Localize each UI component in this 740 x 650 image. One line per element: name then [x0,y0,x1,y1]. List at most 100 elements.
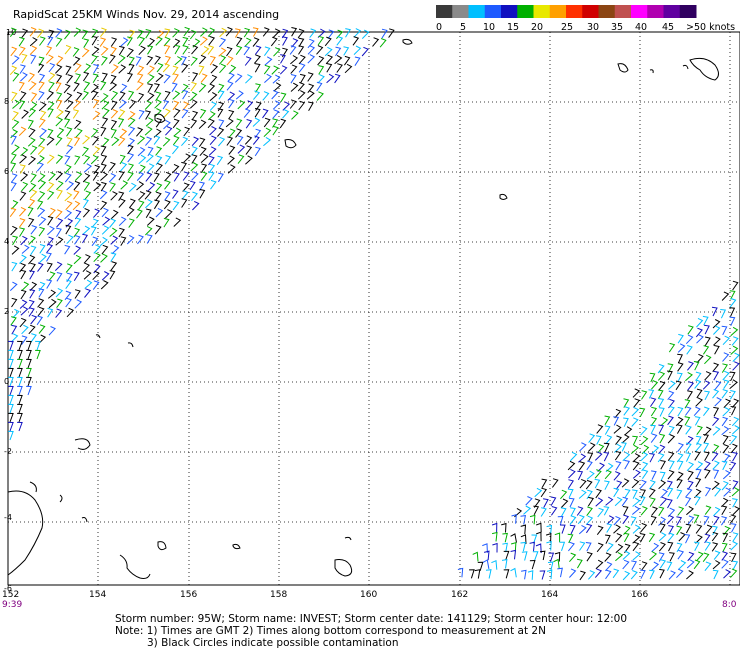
wind-barb [523,505,532,515]
wind-barb [110,191,118,201]
wind-barb [676,478,683,489]
wind-barb [335,46,342,57]
wind-barb [704,469,711,479]
wind-barb [126,234,135,245]
wind-barb [144,126,153,136]
wind-barb [8,376,14,387]
wind-barb [183,153,192,163]
wind-barb [28,127,36,138]
wind-barb [657,371,666,381]
wind-barb [219,37,227,48]
wind-barb [597,462,605,472]
map-frame [7,31,740,586]
wind-barb [660,488,668,499]
wind-barb [110,261,118,271]
wind-barb [693,361,700,371]
wind-barb [730,406,737,416]
wind-barb [651,380,659,390]
wind-barb [588,433,596,443]
wind-barb [18,218,26,228]
wind-barb [29,101,38,111]
wind-barb [11,261,18,272]
wind-barb [705,524,713,535]
wind-barb [84,279,93,289]
wind-barb [696,334,704,344]
wind-barb [18,36,25,47]
wind-barb [243,108,251,118]
wind-barb [65,279,72,289]
wind-barb [93,244,101,254]
wind-barb [218,47,227,57]
wind-barb [676,372,683,382]
scale-label: 15 [507,22,519,33]
wind-barb [711,451,719,462]
wind-barb [705,486,712,497]
wind-barb [19,317,27,328]
wind-barb [298,63,306,73]
wind-barb [714,380,722,391]
wind-barb [621,496,629,507]
wind-barb [545,532,552,543]
wind-barb [163,217,170,228]
wind-barb [290,55,299,65]
wind-barb [324,36,332,47]
wind-barb [632,497,641,507]
wind-barb [21,109,29,119]
wind-barb [586,506,593,516]
wind-barb [695,397,703,407]
wind-barb [658,380,666,391]
wind-barb [29,262,36,273]
wind-barb [649,551,658,561]
scale-label: 10 [483,22,495,33]
wind-barb [667,541,674,552]
wind-barb [47,289,57,299]
wind-barb [18,81,25,92]
wind-barb [272,109,280,119]
wind-barb [82,262,90,273]
wind-barb [83,254,91,264]
wind-barb [307,54,316,64]
wind-barb [316,45,324,55]
wind-barb [298,45,305,55]
wind-barb [713,550,721,560]
wind-barb [730,552,737,563]
wind-barb [255,101,262,111]
wind-barb [650,406,658,417]
wind-barb [172,100,180,111]
wind-barb [47,216,54,226]
wind-barb [39,36,46,46]
wind-barb [172,118,180,129]
wind-barb [687,470,694,481]
wind-barb [553,558,560,569]
wind-barb [491,559,498,570]
wind-barb [8,340,14,351]
wind-barb [677,362,684,372]
scale-swatch [614,5,632,18]
wind-barb [200,27,208,37]
wind-barb [127,152,135,163]
wind-barb [199,108,207,119]
wind-barb [667,390,675,401]
wind-barb [510,542,517,552]
wind-barb [28,235,36,245]
wind-barb [100,93,109,103]
wind-barb [535,543,542,554]
wind-barb [118,191,125,201]
wind-barb [8,367,14,378]
wind-barb [146,216,155,226]
wind-barb [209,126,217,136]
wind-barb [165,126,173,136]
wind-barb [181,63,189,73]
wind-barb [37,306,45,317]
wind-barb [640,435,649,446]
wind-barb [28,72,36,83]
wind-barb [110,37,118,47]
wind-barb [73,271,80,282]
wind-barb [101,244,109,255]
wind-barb [17,349,23,360]
wind-barb [128,90,135,101]
wind-barb [93,164,101,175]
wind-barb [667,415,674,426]
wind-barb [557,567,563,578]
wind-barb [666,514,675,525]
